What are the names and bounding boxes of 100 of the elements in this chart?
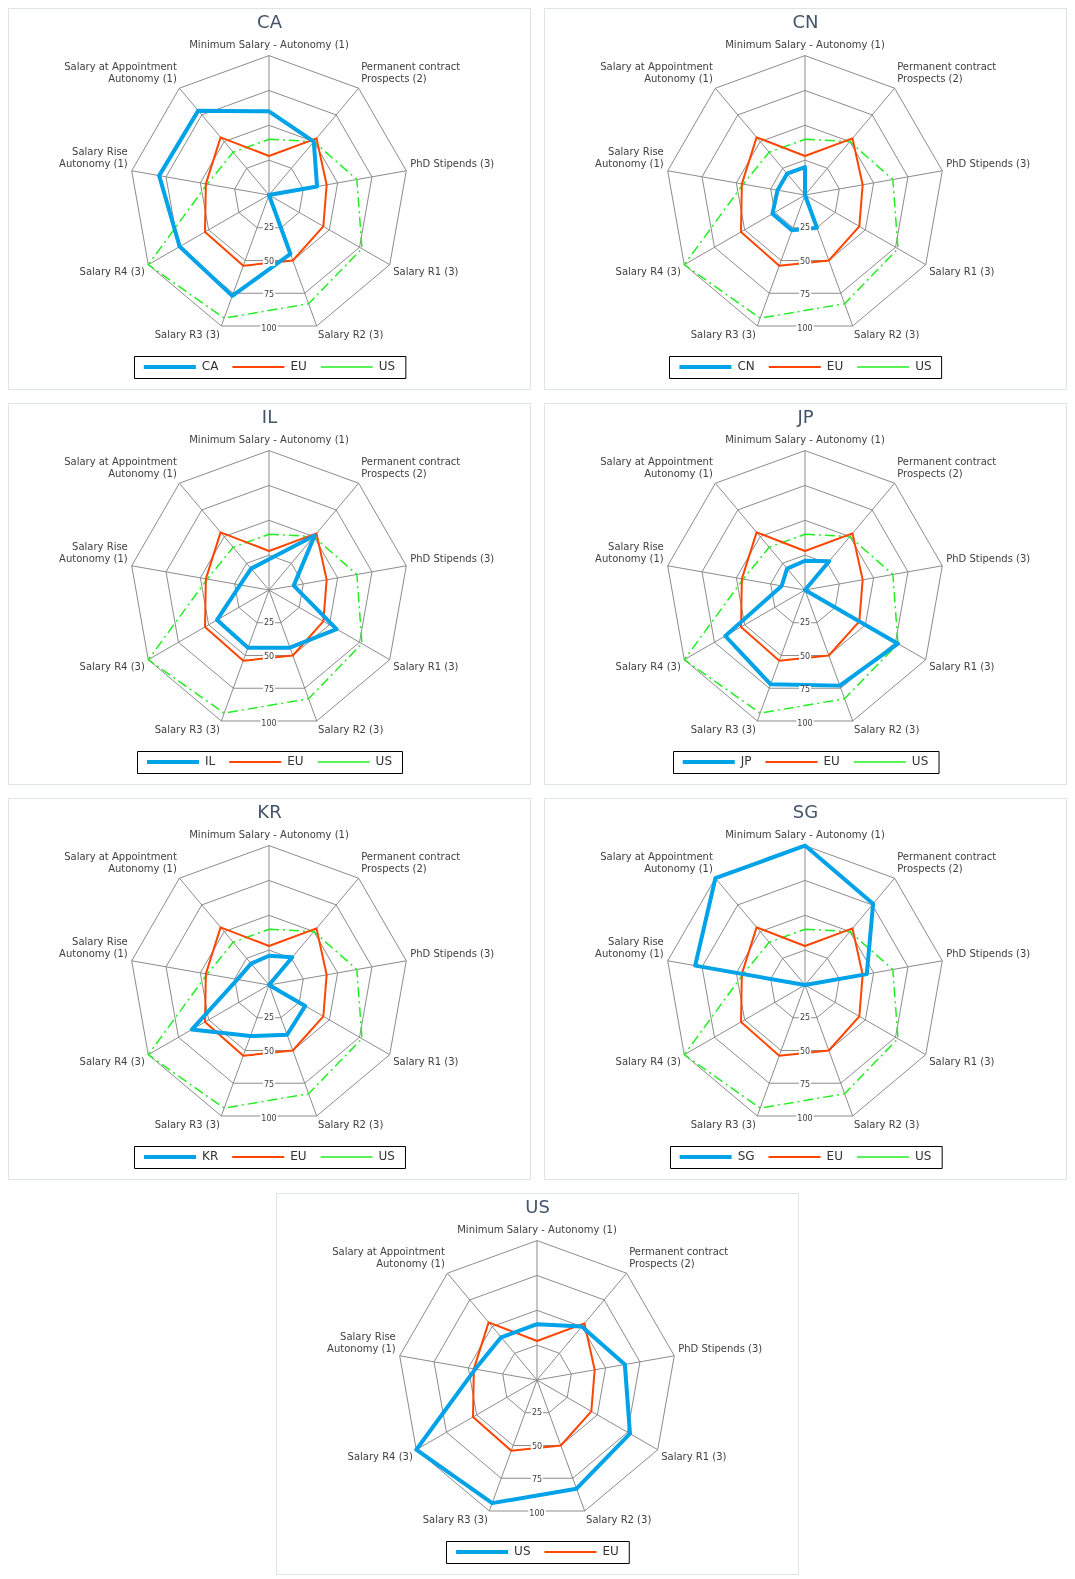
spoke-label: Salary R3 (3) xyxy=(690,1119,757,1131)
spoke-label: Salary at Appointment Autonomy (1) xyxy=(64,850,177,874)
spoke-label: PhD Stipends (3) xyxy=(410,157,495,169)
spoke-label: Salary R1 (3) xyxy=(929,1056,995,1068)
legend-label: EU xyxy=(826,1149,843,1164)
spoke-label: Salary R1 (3) xyxy=(929,266,995,278)
spoke-label: Salary R1 (3) xyxy=(929,661,995,673)
y-tick-label: 50 xyxy=(263,1046,275,1056)
y-tick-label: 50 xyxy=(799,256,811,266)
y-tick-label: 100 xyxy=(261,719,277,729)
spoke-label: Minimum Salary - Autonomy (1) xyxy=(725,434,885,446)
spoke-label: Salary R4 (3) xyxy=(79,661,145,673)
spoke-label: Permanent contract Prospects (2) xyxy=(897,60,997,84)
spoke-label: Salary R1 (3) xyxy=(661,1451,727,1463)
y-tick-label: 50 xyxy=(799,1046,811,1056)
spoke-label: PhD Stipends (3) xyxy=(946,947,1031,959)
y-tick-label: 75 xyxy=(799,685,811,695)
y-tick-label: 100 xyxy=(261,1114,277,1124)
spoke-label: Salary R2 (3) xyxy=(854,329,920,341)
y-tick-label: 75 xyxy=(531,1475,543,1485)
y-tick-label: 100 xyxy=(797,1114,813,1124)
legend-label: US xyxy=(375,754,392,769)
spoke-label: Salary R3 (3) xyxy=(154,724,221,736)
spoke-label: Salary R1 (3) xyxy=(393,661,459,673)
spoke-label: Salary R4 (3) xyxy=(615,266,681,278)
spoke-label: Salary R3 (3) xyxy=(690,329,757,341)
chart-title: JP xyxy=(796,406,814,428)
spoke-label: Permanent contract Prospects (2) xyxy=(361,60,461,84)
spoke-label: Salary Rise Autonomy (1) xyxy=(59,935,128,959)
spoke-label: PhD Stipends (3) xyxy=(410,552,495,564)
spoke-label: Salary at Appointment Autonomy (1) xyxy=(600,850,713,874)
spoke-label: Permanent contract Prospects (2) xyxy=(629,1245,729,1269)
y-tick-label: 50 xyxy=(531,1441,543,1451)
y-tick-label: 25 xyxy=(263,222,275,232)
legend-label: KR xyxy=(202,1149,219,1164)
legend-label: EU xyxy=(290,1149,307,1164)
legend-label: US xyxy=(378,1149,395,1164)
y-tick-label: 75 xyxy=(263,290,275,300)
legend-label: CN xyxy=(737,359,755,374)
y-tick-label: 25 xyxy=(531,1407,543,1417)
spoke-label: Salary at Appointment Autonomy (1) xyxy=(600,60,713,84)
spoke-label: Salary Rise Autonomy (1) xyxy=(595,935,664,959)
legend-label: EU xyxy=(823,754,840,769)
spoke-label: Salary R2 (3) xyxy=(318,329,384,341)
spoke-label: Salary Rise Autonomy (1) xyxy=(327,1330,396,1354)
spoke-label: Salary R3 (3) xyxy=(154,1119,221,1131)
spoke-label: Salary R1 (3) xyxy=(393,1056,459,1068)
legend-label: CA xyxy=(201,359,220,374)
y-tick-label: 100 xyxy=(261,324,277,334)
spoke-label: Minimum Salary - Autonomy (1) xyxy=(725,39,885,51)
spoke-label: PhD Stipends (3) xyxy=(678,1342,763,1354)
spoke-label: Minimum Salary - Autonomy (1) xyxy=(189,829,349,841)
spoke-label: Minimum Salary - Autonomy (1) xyxy=(725,829,885,841)
spoke-label: Salary R4 (3) xyxy=(615,1056,681,1068)
legend-label: EU xyxy=(287,754,304,769)
spoke-label: PhD Stipends (3) xyxy=(946,157,1031,169)
spoke-label: Salary R3 (3) xyxy=(154,329,221,341)
y-tick-label: 25 xyxy=(263,1012,275,1022)
spoke-label: PhD Stipends (3) xyxy=(946,552,1031,564)
spoke-label: Permanent contract Prospects (2) xyxy=(361,455,461,479)
spoke-label: PhD Stipends (3) xyxy=(410,947,495,959)
spoke-label: Salary R1 (3) xyxy=(393,266,459,278)
y-tick-label: 75 xyxy=(799,290,811,300)
spoke-label: Salary Rise Autonomy (1) xyxy=(595,540,664,564)
legend-label: US xyxy=(514,1544,531,1559)
y-tick-label: 50 xyxy=(263,651,275,661)
spoke-label: Salary R3 (3) xyxy=(690,724,757,736)
y-tick-label: 100 xyxy=(529,1509,545,1519)
spoke-label: Salary R4 (3) xyxy=(79,266,145,278)
y-tick-label: 25 xyxy=(799,222,811,232)
y-tick-label: 25 xyxy=(263,617,275,627)
spoke-label: Permanent contract Prospects (2) xyxy=(897,850,997,874)
y-tick-label: 50 xyxy=(799,651,811,661)
spoke-label: Salary at Appointment Autonomy (1) xyxy=(64,60,177,84)
chart-title: SG xyxy=(792,801,819,823)
legend-label: US xyxy=(914,1149,932,1164)
spoke-label: Permanent contract Prospects (2) xyxy=(361,850,461,874)
chart-title: CN xyxy=(792,11,819,33)
y-tick-label: 75 xyxy=(263,1080,275,1090)
spoke-label: Salary Rise Autonomy (1) xyxy=(59,540,128,564)
spoke-label: Salary R2 (3) xyxy=(586,1514,652,1526)
spoke-label: Salary Rise Autonomy (1) xyxy=(59,145,128,169)
spoke-label: Minimum Salary - Autonomy (1) xyxy=(457,1224,617,1236)
spoke-label: Permanent contract Prospects (2) xyxy=(897,455,997,479)
legend-label: US xyxy=(378,359,396,374)
spoke-label: Minimum Salary - Autonomy (1) xyxy=(189,39,349,51)
spoke-label: Salary R2 (3) xyxy=(854,724,920,736)
legend-label: US xyxy=(911,754,929,769)
spoke-label: Salary R4 (3) xyxy=(347,1451,413,1463)
spoke-label: Salary R2 (3) xyxy=(318,724,384,736)
spoke-label: Salary at Appointment Autonomy (1) xyxy=(600,455,713,479)
legend-label: US xyxy=(915,359,932,374)
chart-title: IL xyxy=(261,406,278,428)
y-tick-label: 100 xyxy=(797,719,813,729)
legend-label: SG xyxy=(737,1149,755,1164)
spoke-label: Salary R2 (3) xyxy=(854,1119,920,1131)
spoke-label: Salary at Appointment Autonomy (1) xyxy=(332,1245,445,1269)
spoke-label: Salary Rise Autonomy (1) xyxy=(595,145,664,169)
y-tick-label: 25 xyxy=(799,1012,811,1022)
spoke-label: Salary R2 (3) xyxy=(318,1119,384,1131)
